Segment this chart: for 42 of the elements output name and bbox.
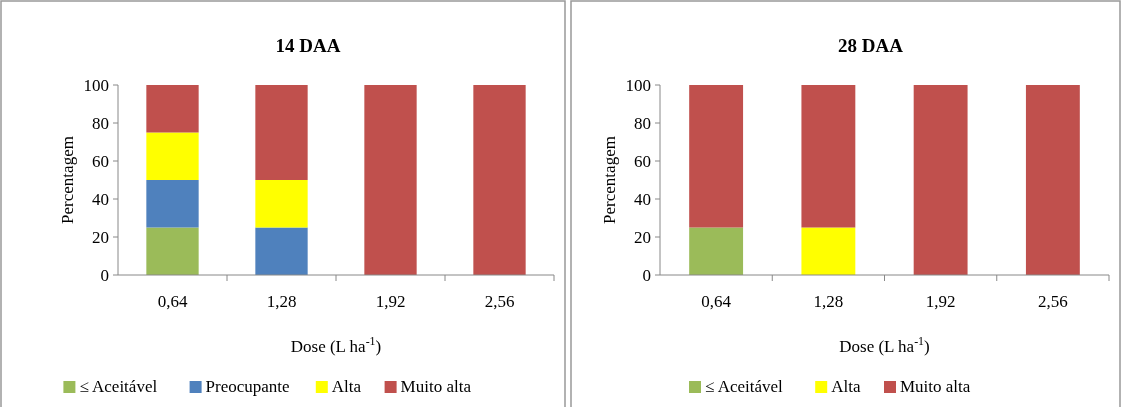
bar xyxy=(255,227,308,275)
x-axis-title: Dose (L ha$^{-1}$) xyxy=(839,334,930,356)
y-tick-label: 100 xyxy=(83,75,109,95)
legend-label: Alta xyxy=(331,377,362,396)
bar xyxy=(146,132,199,180)
y-tick-label: 80 xyxy=(634,113,651,133)
bar xyxy=(146,85,199,133)
x-tick-label: 1,92 xyxy=(925,292,956,311)
x-axis-title: Dose (L ha$^{-1}$) xyxy=(290,334,382,356)
legend-label: Muito alta xyxy=(400,377,472,396)
y-tick-label: 40 xyxy=(92,189,109,209)
bar xyxy=(255,85,308,180)
y-tick-label: 100 xyxy=(625,75,651,95)
y-axis-title: Percentagem xyxy=(58,136,77,224)
legend-label: ≤ Aceitável xyxy=(705,377,784,396)
legend-label: Alta xyxy=(831,377,861,396)
x-tick-label: 2,56 xyxy=(1038,292,1068,311)
y-tick-label: 60 xyxy=(92,151,109,171)
chart-title: 14 DAA xyxy=(275,35,341,56)
y-axis-title: Percentagem xyxy=(600,136,619,224)
y-tick-label: 0 xyxy=(642,265,651,285)
y-tick-label: 0 xyxy=(100,265,109,285)
y-tick-label: 20 xyxy=(634,227,651,247)
bar xyxy=(364,85,417,275)
y-tick-label: 20 xyxy=(92,227,109,247)
legend-label: Preocupante xyxy=(205,377,290,396)
legend-label: ≤ Aceitável xyxy=(79,377,158,396)
x-tick-label: 0,64 xyxy=(701,292,732,311)
x-tick-label: 2,56 xyxy=(484,292,515,311)
legend-label: Muito alta xyxy=(900,377,971,396)
bar xyxy=(146,180,199,228)
x-tick-label: 1,28 xyxy=(813,292,844,311)
x-tick-label: 0,64 xyxy=(157,292,188,311)
bar xyxy=(146,227,199,275)
bar xyxy=(473,85,526,275)
y-tick-label: 80 xyxy=(92,113,109,133)
y-tick-label: 40 xyxy=(634,189,651,209)
chart-title: 28 DAA xyxy=(838,35,904,56)
y-tick-label: 60 xyxy=(634,151,651,171)
x-tick-label: 1,92 xyxy=(375,292,406,311)
bar xyxy=(255,180,308,228)
x-tick-label: 1,28 xyxy=(266,292,297,311)
